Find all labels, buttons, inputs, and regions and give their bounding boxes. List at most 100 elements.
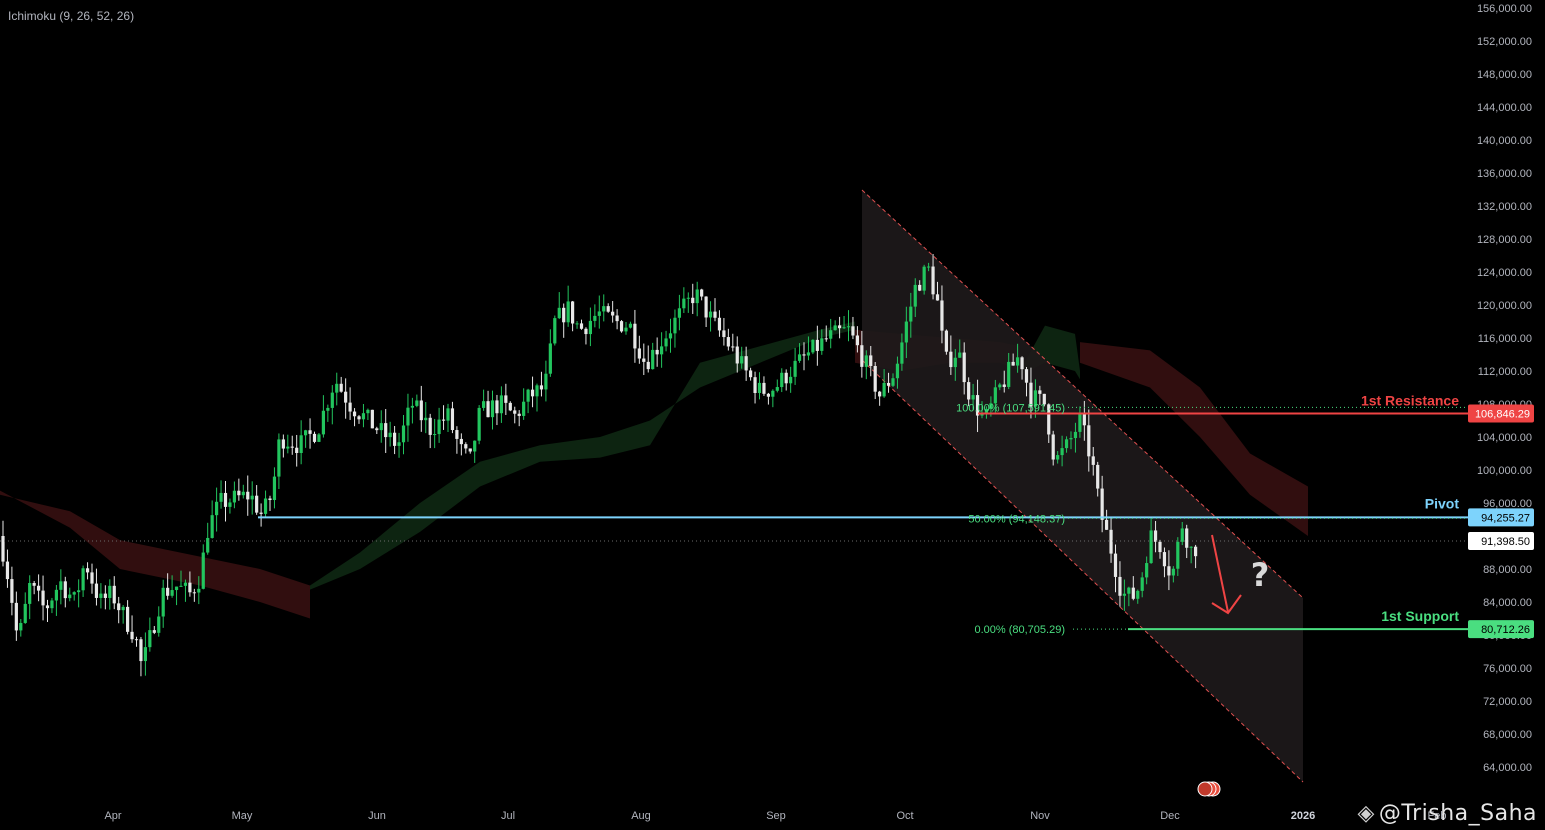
pivot-badge	[1468, 508, 1534, 527]
candle	[179, 570, 183, 587]
candle-body	[352, 411, 357, 417]
candle	[1189, 546, 1193, 564]
candle	[348, 387, 352, 420]
candle	[1096, 461, 1100, 497]
candle	[1002, 370, 1006, 393]
candle-body	[1131, 587, 1135, 599]
candle	[37, 574, 41, 602]
y-tick-label: 156,000.00	[1477, 3, 1532, 15]
candle	[562, 303, 566, 338]
candle-body	[424, 417, 428, 421]
x-tick-label: May	[232, 810, 253, 822]
candle-body	[335, 383, 339, 393]
x-tick-label: Jul	[501, 810, 515, 822]
candle	[695, 281, 699, 317]
candle-body	[295, 447, 299, 453]
candle-body	[1024, 369, 1029, 383]
y-tick-label: 104,000.00	[1477, 432, 1532, 444]
candle-body	[789, 376, 793, 384]
candle-body	[749, 370, 753, 378]
candle-body	[388, 432, 392, 438]
channel-fill	[862, 190, 1303, 782]
candle-body	[855, 335, 859, 346]
candle	[891, 373, 895, 388]
candle	[806, 336, 811, 361]
candle	[1069, 431, 1073, 450]
time-axis[interactable]: Apr May Jun Jul Aug Sep Oct Nov Dec 2026 Feb	[104, 810, 1446, 822]
candle-body	[317, 434, 321, 442]
candle-body	[944, 330, 948, 352]
candle-body	[602, 306, 606, 312]
candle-body	[824, 338, 828, 340]
candle	[23, 592, 27, 624]
candle	[1167, 550, 1171, 591]
candle-body	[464, 444, 468, 449]
candle-body	[833, 325, 837, 331]
price-axis[interactable]: 64,000.0068,000.0072,000.0076,000.0080,0…	[1468, 3, 1534, 774]
candle-body	[419, 400, 423, 421]
candle-body	[268, 498, 272, 501]
candle	[1153, 521, 1158, 553]
candle-body	[606, 306, 610, 312]
candle-body	[677, 308, 681, 318]
candle-body	[1073, 431, 1078, 439]
candle	[295, 434, 299, 467]
candle	[998, 382, 1002, 391]
candle	[869, 345, 873, 377]
candle	[330, 385, 334, 425]
candle-body	[1029, 382, 1033, 407]
channel-lower-line	[861, 359, 1304, 783]
candle-body	[579, 323, 584, 329]
x-tick-label: 2026	[1291, 810, 1315, 822]
x-tick-label: Nov	[1030, 810, 1050, 822]
candle	[1033, 379, 1037, 418]
candle-body	[530, 389, 535, 397]
candle	[370, 409, 374, 429]
candle	[655, 337, 659, 367]
candle	[59, 569, 63, 605]
candle	[1056, 451, 1060, 464]
candle	[459, 433, 463, 456]
candle	[611, 301, 615, 323]
candle	[784, 369, 788, 391]
candle-body	[700, 289, 704, 297]
candle-body	[339, 383, 343, 392]
candle	[108, 579, 112, 610]
y-tick-label: 112,000.00	[1478, 366, 1532, 378]
candle-body	[815, 339, 819, 351]
candle-body	[1033, 390, 1037, 407]
candle-body	[886, 382, 891, 386]
candle-body	[1140, 577, 1144, 591]
candle	[1051, 430, 1055, 466]
candle-body	[686, 297, 690, 299]
candle	[14, 591, 18, 641]
candle-body	[157, 616, 161, 633]
candle-body	[326, 407, 330, 411]
candle	[717, 310, 722, 337]
candle-body	[1091, 456, 1095, 465]
candle-body	[304, 430, 308, 436]
candle	[174, 586, 179, 606]
candle	[726, 328, 730, 351]
candle	[762, 376, 766, 396]
candle	[513, 406, 517, 424]
candle-body	[441, 419, 446, 421]
candle-body	[121, 606, 125, 611]
candle	[686, 292, 690, 313]
indicator-label[interactable]: Ichimoku (9, 26, 52, 26)	[8, 9, 135, 23]
candle	[1149, 516, 1153, 564]
y-tick-label: 84,000.00	[1483, 597, 1532, 609]
candle	[904, 306, 908, 359]
candle-body	[286, 446, 290, 449]
candle-body	[1, 536, 5, 562]
candle	[54, 584, 58, 616]
candle-body	[94, 583, 99, 598]
candle	[286, 434, 290, 454]
candle	[166, 573, 170, 600]
y-tick-label: 76,000.00	[1483, 663, 1532, 675]
candle	[1078, 406, 1082, 438]
candle-body	[575, 323, 579, 325]
candle	[477, 405, 481, 445]
candle-body	[611, 311, 615, 316]
